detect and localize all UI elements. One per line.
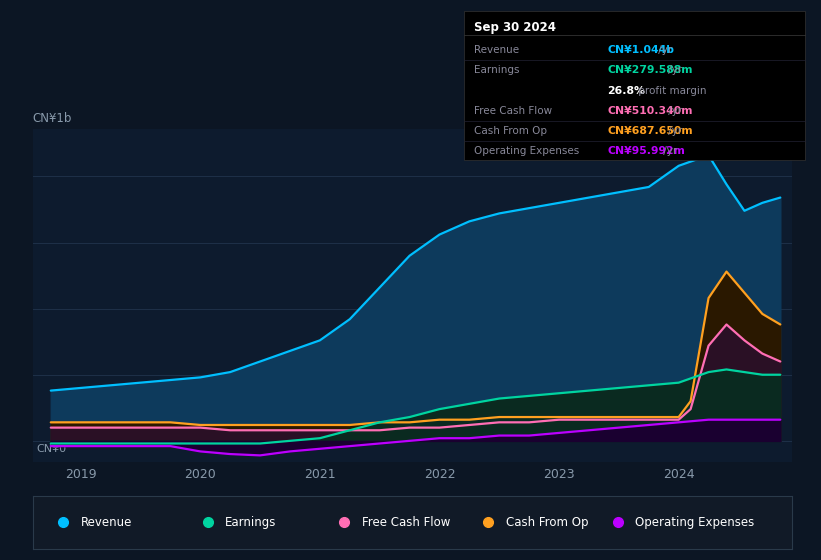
Text: CN¥1b: CN¥1b (33, 113, 72, 125)
Text: Cash From Op: Cash From Op (474, 126, 547, 136)
Text: Free Cash Flow: Free Cash Flow (474, 106, 552, 116)
Text: /yr: /yr (655, 45, 672, 55)
Text: /yr: /yr (660, 147, 677, 156)
Text: Sep 30 2024: Sep 30 2024 (474, 21, 556, 34)
Text: CN¥0: CN¥0 (37, 444, 67, 454)
Text: Cash From Op: Cash From Op (506, 516, 589, 529)
Text: 26.8%: 26.8% (608, 86, 645, 96)
Text: CN¥95.992m: CN¥95.992m (608, 147, 686, 156)
Text: /yr: /yr (665, 66, 682, 76)
Text: /yr: /yr (665, 126, 682, 136)
Text: Operating Expenses: Operating Expenses (635, 516, 754, 529)
Text: CN¥510.340m: CN¥510.340m (608, 106, 693, 116)
Text: CN¥1.044b: CN¥1.044b (608, 45, 675, 55)
Text: Operating Expenses: Operating Expenses (474, 147, 579, 156)
Text: Revenue: Revenue (474, 45, 519, 55)
Text: CN¥687.650m: CN¥687.650m (608, 126, 693, 136)
Text: Free Cash Flow: Free Cash Flow (362, 516, 450, 529)
Text: Earnings: Earnings (474, 66, 519, 76)
Text: /yr: /yr (665, 106, 682, 116)
Text: profit margin: profit margin (635, 86, 706, 96)
Text: CN¥279.588m: CN¥279.588m (608, 66, 693, 76)
Text: Revenue: Revenue (80, 516, 132, 529)
Text: Earnings: Earnings (225, 516, 277, 529)
